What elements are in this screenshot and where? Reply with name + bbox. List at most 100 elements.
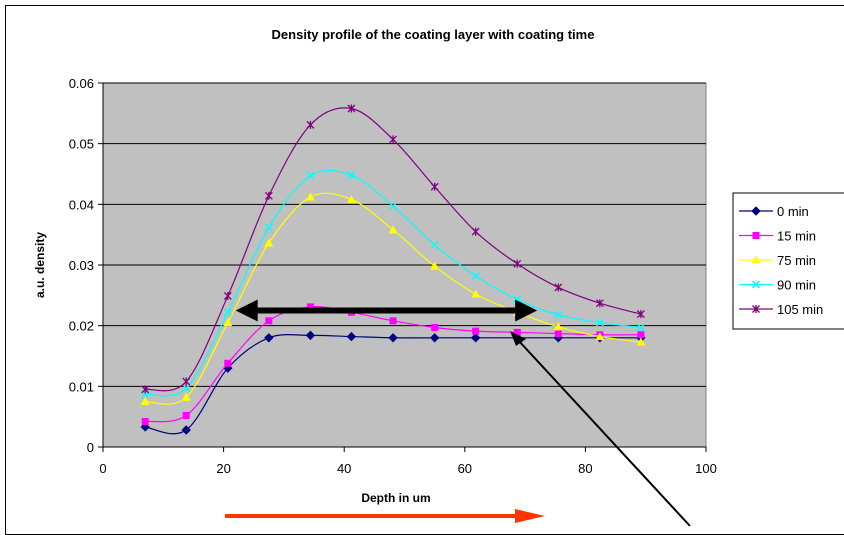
data-point: [471, 289, 481, 298]
data-point: [636, 310, 645, 319]
double-headed-arrow: [235, 299, 538, 322]
data-point: [347, 104, 356, 113]
legend-label: 15 min: [777, 229, 816, 244]
x-axis-title: Depth in um: [361, 491, 430, 505]
data-point: [347, 171, 356, 180]
chart-title: Density profile of the coating layer wit…: [272, 27, 595, 42]
data-point: [264, 191, 273, 200]
data-point: [471, 227, 480, 236]
data-point: [305, 192, 315, 201]
data-point: [306, 303, 314, 311]
legend-item: 15 min: [739, 229, 816, 244]
double-arrow-head-left: [235, 299, 258, 322]
legend-box: [732, 192, 844, 330]
x-tick-label: 0: [99, 461, 106, 476]
data-point: [595, 332, 605, 341]
data-point: [429, 333, 440, 343]
data-point: [182, 411, 190, 419]
data-point: [553, 322, 563, 331]
grid-lines: [103, 82, 706, 387]
data-point: [346, 331, 357, 342]
data-point: [181, 392, 191, 401]
legend-item: 75 min: [739, 253, 816, 268]
legend-label: 0 min: [777, 204, 809, 219]
y-axis-title: a.u. density: [33, 232, 47, 298]
y-tick-label: 0.01: [69, 379, 94, 394]
y-tick-label: 0.03: [69, 258, 94, 273]
data-point: [554, 283, 563, 292]
data-point: [264, 223, 273, 232]
data-point: [264, 238, 274, 247]
data-point: [141, 418, 149, 426]
series-75-min: [140, 192, 646, 405]
data-point: [141, 385, 150, 394]
data-point: [389, 317, 397, 325]
data-point: [388, 333, 398, 343]
data-point: [264, 333, 274, 343]
data-point: [431, 323, 439, 331]
data-point: [636, 323, 645, 332]
data-point: [305, 330, 316, 341]
legend-item: 90 min: [739, 278, 816, 293]
data-point: [181, 425, 191, 435]
legend-marker: [751, 280, 761, 289]
red-depth-arrow: [225, 509, 545, 523]
series-90-min: [141, 169, 645, 399]
y-tick-label: 0: [87, 440, 94, 455]
data-point: [554, 310, 563, 319]
data-point: [223, 291, 232, 300]
data-point: [554, 330, 562, 338]
data-point: [636, 337, 646, 346]
y-tick-label: 0.04: [69, 197, 94, 212]
y-tick-label: 0.02: [69, 319, 94, 334]
legend-label: 75 min: [777, 253, 816, 268]
data-point: [388, 225, 398, 234]
data-point: [513, 328, 521, 336]
data-point: [140, 397, 150, 405]
series-layer: [140, 104, 646, 435]
legend-marker: [751, 206, 761, 216]
x-tick-label: 40: [337, 461, 351, 476]
legend-label: 90 min: [777, 278, 816, 293]
data-point: [637, 331, 645, 339]
x-tick-label: 100: [695, 461, 717, 476]
data-point: [182, 384, 191, 393]
data-point: [389, 202, 398, 211]
data-point: [430, 182, 439, 191]
data-point: [182, 377, 191, 386]
data-point: [346, 194, 356, 203]
x-tick-label: 20: [216, 461, 230, 476]
data-point: [389, 135, 398, 144]
double-arrow-head-right: [515, 299, 538, 322]
legend-marker: [752, 305, 760, 313]
x-tick-label: 60: [458, 461, 472, 476]
data-point: [265, 317, 273, 325]
legend-label: 105 min: [777, 302, 823, 317]
x-tick-label: 80: [578, 461, 592, 476]
series-15-min: [141, 303, 645, 426]
legend-marker: [751, 255, 761, 264]
legend-marker: [752, 232, 760, 239]
pointer-arrow: [510, 331, 691, 526]
data-point: [472, 327, 480, 335]
legend-item: 0 min: [739, 204, 809, 219]
axes: 0 0.01 0.02 0.03 0.04 0.05 0.06 0 20 40 60 80 100: [69, 76, 717, 476]
data-point: [306, 120, 315, 129]
legend-item: 105 min: [739, 302, 823, 317]
data-point: [224, 359, 232, 367]
data-point: [595, 299, 604, 308]
y-tick-label: 0.05: [69, 137, 94, 152]
data-point: [513, 259, 522, 268]
data-point: [306, 171, 315, 180]
data-point: [430, 240, 439, 250]
data-point: [430, 261, 440, 270]
data-point: [471, 271, 480, 280]
annotations: [225, 299, 691, 526]
series-105-min: [141, 104, 645, 394]
data-point: [470, 333, 481, 343]
data-point: [595, 318, 604, 327]
data-point: [223, 318, 233, 327]
data-point: [223, 308, 232, 317]
y-tick-label: 0.06: [69, 76, 94, 91]
